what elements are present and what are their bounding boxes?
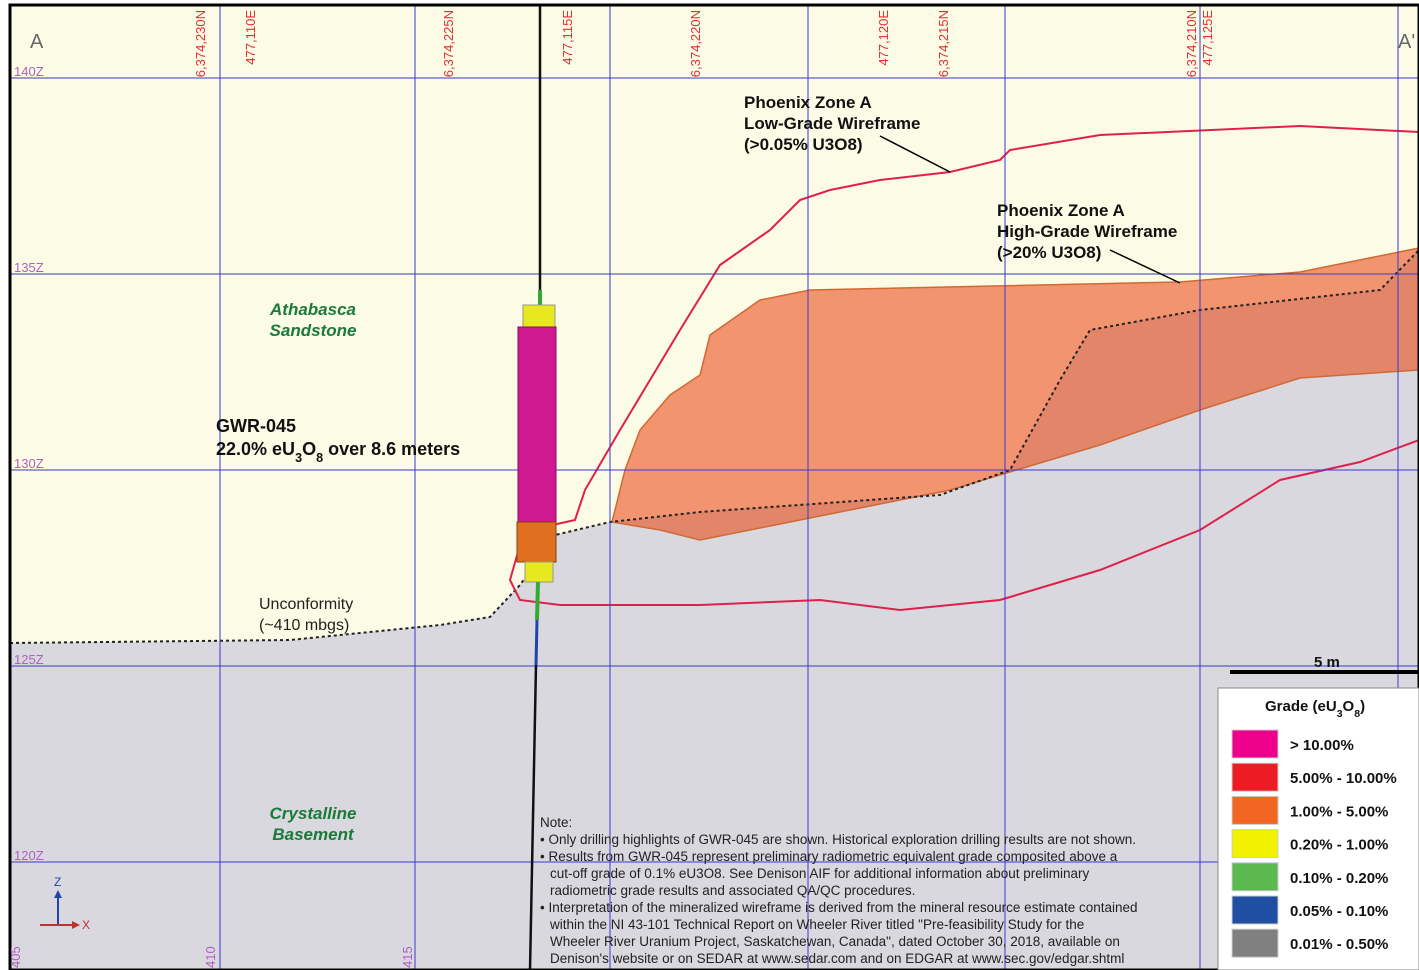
text-part: ) <box>1360 698 1365 715</box>
section-end: A' <box>1398 31 1415 53</box>
coordinate-label: 477,110E <box>243 10 258 65</box>
legend-swatch <box>1232 896 1278 924</box>
annotation: Unconformity <box>259 596 353 613</box>
elevation-label: 130Z <box>14 456 44 471</box>
drill-hole <box>536 620 537 665</box>
drill-hole <box>537 582 538 620</box>
note-line: Note: <box>540 815 572 830</box>
legend-swatch <box>1232 730 1278 758</box>
coordinate-label: 6,374,215N <box>936 10 951 77</box>
legend-label: 0.05% - 0.10% <box>1290 903 1388 920</box>
text-part: O <box>302 439 316 459</box>
legend-label: 0.20% - 1.00% <box>1290 837 1388 854</box>
text-part: 3 <box>295 451 302 465</box>
legend-swatch <box>1232 763 1278 791</box>
annotation: (~410 mbgs) <box>259 617 349 634</box>
annotation: Low-Grade Wireframe <box>744 114 921 133</box>
scale-label: 5 m <box>1314 654 1340 671</box>
grade-interval <box>525 562 553 582</box>
coordinate-label: 477,120E <box>876 10 891 66</box>
legend-label: 5.00% - 10.00% <box>1290 770 1397 787</box>
axis-label: Z <box>54 875 61 889</box>
note-line: cut-off grade of 0.1% eU3O8. See Denison… <box>550 866 1090 881</box>
grade-interval <box>523 305 555 327</box>
legend-swatch <box>1232 830 1278 858</box>
legend-label: 0.10% - 0.20% <box>1290 870 1388 887</box>
rock-label: Sandstone <box>270 321 357 340</box>
elevation-label: 135Z <box>14 260 44 275</box>
rock-label: Basement <box>272 825 355 844</box>
text-part: 8 <box>316 451 323 465</box>
annotation: Phoenix Zone A <box>744 93 872 112</box>
note-line: within the NI 43-101 Technical Report on… <box>549 917 1084 932</box>
rock-label: Athabasca <box>269 300 356 319</box>
rock-label: Crystalline <box>270 804 357 823</box>
coordinate-label: 477,115E <box>560 10 575 65</box>
legend-swatch <box>1232 929 1278 957</box>
note-line: • Results from GWR-045 represent prelimi… <box>540 849 1118 864</box>
note-line: • Interpretation of the mineralized wire… <box>540 900 1138 915</box>
cross-section: 140Z 135Z 130Z 125Z 120Z 6,374,230N 477,110E 6,… <box>0 0 1419 970</box>
legend-swatch <box>1232 796 1278 824</box>
text-part: Grade (eU <box>1265 698 1337 715</box>
legend-label: 1.00% - 5.00% <box>1290 803 1388 820</box>
elevation-label: 125Z <box>14 652 44 667</box>
hole-name: GWR-045 <box>216 416 296 436</box>
legend-swatch <box>1232 863 1278 891</box>
text-part: 22.0% eU <box>216 439 295 459</box>
elevation-label: 140Z <box>14 64 44 79</box>
easting-label: 410 <box>203 946 218 968</box>
text-part: O <box>1343 698 1355 715</box>
legend-label: 0.01% - 0.50% <box>1290 936 1388 953</box>
note-line: radiometric grade results and associated… <box>550 883 915 898</box>
text-part: over 8.6 meters <box>323 439 460 459</box>
coordinate-label: 6,374,210N <box>1184 10 1199 77</box>
annotation: (>20% U3O8) <box>997 243 1101 262</box>
section-start: A <box>30 31 44 53</box>
annotation: High-Grade Wireframe <box>997 222 1177 241</box>
note-line: Denison's website or on SEDAR at www.sed… <box>550 951 1124 966</box>
easting-label: 415 <box>400 946 415 968</box>
axis-label: X <box>82 918 90 932</box>
coordinate-label: 6,374,230N <box>193 10 208 77</box>
legend-label: > 10.00% <box>1290 737 1354 754</box>
annotation: Phoenix Zone A <box>997 201 1125 220</box>
easting-label: 405 <box>8 946 23 968</box>
grade-interval <box>517 522 556 562</box>
coordinate-label: 477,125E <box>1200 10 1215 66</box>
elevation-label: 120Z <box>14 848 44 863</box>
coordinate-label: 6,374,225N <box>441 10 456 77</box>
coordinate-label: 6,374,220N <box>688 10 703 77</box>
note-line: • Only drilling highlights of GWR-045 ar… <box>540 832 1136 847</box>
grade-interval <box>518 327 556 522</box>
note-line: Wheeler River Uranium Project, Saskatche… <box>550 934 1120 949</box>
annotation: (>0.05% U3O8) <box>744 135 863 154</box>
